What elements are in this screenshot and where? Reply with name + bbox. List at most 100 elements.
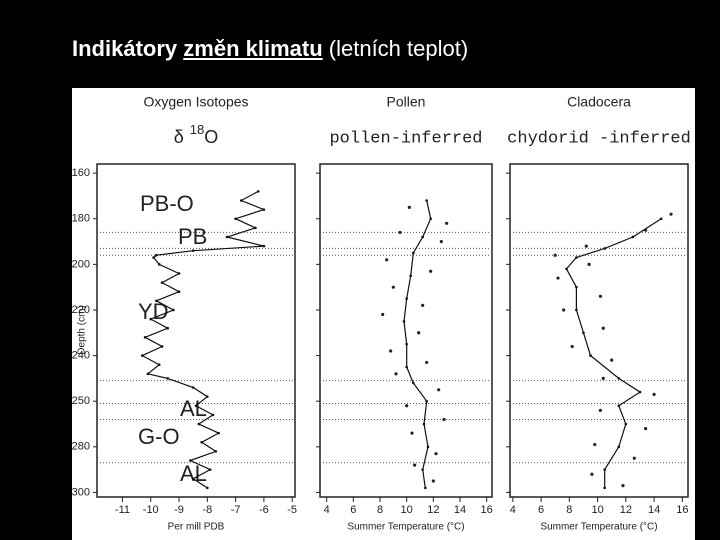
y-tick-label: 280 (72, 441, 90, 453)
line-vertex (157, 363, 161, 367)
line-vertex (422, 422, 426, 426)
data-point (610, 358, 614, 362)
data-point (652, 392, 656, 396)
line-vertex (217, 431, 220, 435)
line-vertex (206, 486, 209, 490)
data-point (562, 308, 566, 312)
line-vertex (191, 249, 195, 252)
y-axis-label: Depth (cm) (77, 305, 88, 354)
line-vertex (565, 267, 568, 271)
x-tick-label: 6 (538, 504, 544, 516)
panel-header: Cladocera (567, 94, 631, 110)
subheader-part: O (204, 127, 218, 147)
data-point (598, 408, 603, 412)
x-axis-label: Summer Temperature (°C) (347, 522, 464, 533)
data-point (553, 253, 557, 257)
line-vertex (239, 199, 243, 202)
line-vertex (638, 390, 642, 394)
line-vertex (160, 345, 164, 348)
line-vertex (425, 199, 428, 202)
line-vertex (421, 468, 424, 471)
panel-header: Oxygen Isotopes (143, 94, 248, 110)
line-vertex (149, 317, 153, 321)
line-vertex (603, 247, 606, 250)
line-vertex (424, 486, 427, 490)
y-tick-label: 240 (72, 349, 90, 361)
x-tick-label: -9 (174, 504, 184, 516)
data-point (601, 326, 605, 330)
line-vertex (194, 404, 198, 408)
line-vertex (582, 331, 585, 335)
data-point (445, 221, 449, 225)
line-vertex (157, 263, 161, 266)
line-vertex (166, 326, 170, 330)
data-point (593, 442, 597, 447)
data-point (632, 456, 636, 460)
line-vertex (146, 372, 150, 376)
line-vertex (624, 422, 628, 426)
panel-subheader: δ 18O (174, 122, 219, 146)
data-point (405, 404, 409, 408)
x-tick-label: -10 (143, 504, 159, 516)
line-vertex (189, 459, 192, 462)
line-vertex (405, 297, 408, 300)
data-point (556, 276, 560, 280)
y-tick-label: 160 (72, 167, 90, 179)
data-point (590, 472, 594, 476)
data-point (439, 239, 443, 244)
line-vertex (617, 404, 621, 408)
x-tick-label: 4 (510, 504, 516, 516)
subheader-part: 18 (190, 122, 204, 137)
line-vertex (160, 281, 164, 284)
line-vertex (172, 308, 175, 312)
line-vertex (575, 256, 578, 259)
line-vertex (425, 399, 428, 403)
y-tick-label: 220 (72, 304, 90, 316)
x-tick-label: -6 (259, 504, 269, 516)
data-point (431, 479, 435, 483)
line-vertex (208, 468, 212, 471)
y-tick-label: 250 (72, 395, 90, 407)
data-point (425, 360, 429, 365)
line-vertex (421, 235, 424, 239)
data-point (381, 312, 385, 317)
panel-header: Pollen (387, 94, 426, 110)
line-vertex (262, 244, 266, 248)
line-vertex (234, 217, 237, 221)
subheader-part: δ (174, 127, 184, 147)
line-vertex (412, 381, 415, 385)
title-part: (letních teplot) (328, 36, 469, 61)
data-point (421, 303, 425, 308)
data-point (644, 426, 648, 431)
x-tick-label: 12 (620, 504, 632, 516)
line-vertex (191, 386, 195, 389)
data-point (394, 372, 398, 376)
data-point (669, 212, 673, 216)
data-point (417, 331, 421, 335)
line-vertex (402, 320, 406, 323)
data-point (407, 205, 411, 209)
line-vertex (412, 251, 415, 255)
x-tick-label: -11 (115, 504, 130, 516)
data-point (389, 349, 393, 353)
data-point (398, 230, 402, 235)
x-tick-label: 12 (427, 504, 439, 516)
y-tick-label: 180 (72, 213, 90, 225)
title-part: změn klimatu (183, 36, 323, 61)
line-vertex (603, 468, 606, 471)
x-tick-label: 16 (481, 504, 493, 516)
line-vertex (617, 377, 621, 380)
x-tick-label: 10 (401, 504, 413, 516)
line-vertex (177, 272, 181, 275)
line-vertex (426, 445, 430, 449)
line-vertex (177, 290, 181, 294)
x-tick-label: 8 (566, 504, 572, 516)
x-tick-label: 14 (648, 504, 660, 516)
data-point (429, 269, 433, 273)
data-point (391, 285, 395, 289)
x-tick-label: 4 (324, 504, 330, 516)
panel-subheader: pollen-inferred (329, 129, 482, 148)
data-point (584, 244, 588, 248)
data-line (140, 190, 266, 489)
